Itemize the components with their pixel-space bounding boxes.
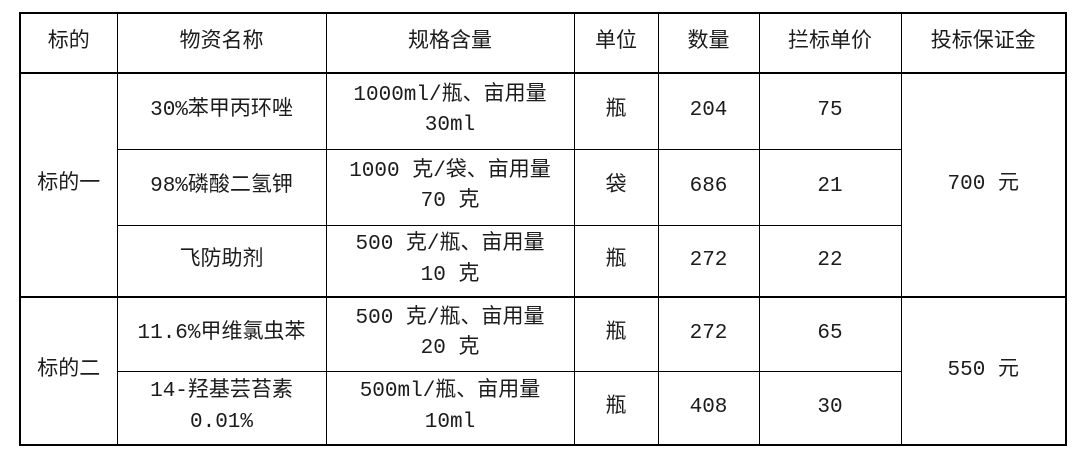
- material-name: 14-羟基芸苔素 0.01%: [116, 370, 327, 446]
- header-ceiling-price: 拦标单价: [758, 12, 902, 74]
- material-name: 11.6%甲维氯虫苯: [116, 296, 327, 372]
- ceiling-price: 65: [758, 296, 902, 372]
- bid-deposit-group-1: 700 元: [900, 72, 1067, 298]
- bid-group-1-label: 标的一: [19, 72, 118, 298]
- unit: 袋: [573, 148, 659, 226]
- unit: 瓶: [573, 370, 659, 446]
- spec-content: 1000 克/袋、亩用量 70 克: [325, 148, 575, 226]
- header-spec-content: 规格含量: [325, 12, 575, 74]
- unit: 瓶: [573, 72, 659, 150]
- table-row: 标的一 30%苯甲丙环唑 1000ml/瓶、亩用量 30ml 瓶 204 75 …: [19, 72, 1067, 298]
- table-row: 飞防助剂 500 克/瓶、亩用量 10 克 瓶 272 22: [20, 224, 1066, 298]
- bid-deposit-group-2: 550 元: [900, 296, 1067, 446]
- header-bid: 标的: [19, 12, 118, 74]
- table-header-row: 标的 物资名称 规格含量 单位 数量 拦标单价 投标保证金: [19, 12, 1067, 74]
- material-name: 30%苯甲丙环唑: [116, 72, 327, 150]
- quantity: 204: [657, 72, 760, 150]
- header-unit: 单位: [573, 12, 659, 74]
- header-quantity: 数量: [657, 12, 760, 74]
- spec-content: 500 克/瓶、亩用量 10 克: [325, 224, 575, 298]
- ceiling-price: 22: [758, 224, 902, 298]
- header-material-name: 物资名称: [116, 12, 327, 74]
- bid-group-2-label: 标的二: [19, 296, 118, 446]
- ceiling-price: 21: [758, 148, 902, 226]
- quantity: 686: [657, 148, 760, 226]
- material-name: 飞防助剂: [116, 224, 327, 298]
- unit: 瓶: [573, 296, 659, 372]
- table-row: 14-羟基芸苔素 0.01% 500ml/瓶、亩用量 10ml 瓶 408 30: [20, 370, 1066, 446]
- table-row: 98%磷酸二氢钾 1000 克/袋、亩用量 70 克 袋 686 21: [20, 148, 1066, 226]
- material-name: 98%磷酸二氢钾: [116, 148, 327, 226]
- table-row: 标的二 11.6%甲维氯虫苯 500 克/瓶、亩用量 20 克 瓶 272 65…: [19, 296, 1067, 446]
- ceiling-price: 30: [758, 370, 902, 446]
- bid-items-table: 标的 物资名称 规格含量 单位 数量 拦标单价 投标保证金 标的一 30%苯甲丙…: [19, 12, 1067, 446]
- spec-content: 1000ml/瓶、亩用量 30ml: [325, 72, 575, 150]
- spec-content: 500 克/瓶、亩用量 20 克: [325, 296, 575, 372]
- quantity: 408: [657, 370, 760, 446]
- header-bid-deposit: 投标保证金: [900, 12, 1067, 74]
- ceiling-price: 75: [758, 72, 902, 150]
- quantity: 272: [657, 224, 760, 298]
- spec-content: 500ml/瓶、亩用量 10ml: [325, 370, 575, 446]
- quantity: 272: [657, 296, 760, 372]
- unit: 瓶: [573, 224, 659, 298]
